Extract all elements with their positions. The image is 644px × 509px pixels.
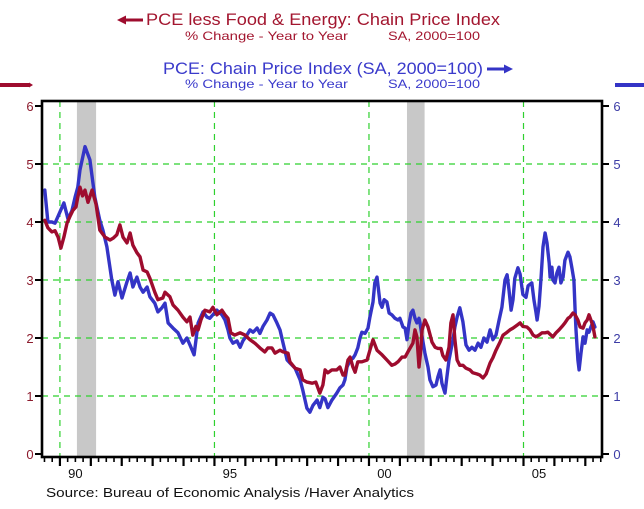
core-legend-subtitle-left: % Change - Year to Year [185, 29, 348, 43]
series-lines [43, 144, 597, 414]
y-tick-label-left: 0 [26, 447, 33, 462]
y-tick-label-left: 4 [26, 215, 33, 230]
right-axis-marker-bar [615, 83, 644, 87]
left-axis-marker-tip [29, 82, 33, 88]
source-note: Source: Bureau of Economic Analysis /Hav… [46, 485, 415, 500]
y-tick-label-left: 2 [26, 331, 33, 346]
y-tick-label-right: 1 [613, 389, 620, 404]
left-axis-marker-icon [0, 82, 33, 88]
left-axis-marker-bar [0, 83, 29, 87]
series-line-core [43, 185, 597, 395]
y-tick-label-left: 5 [26, 157, 33, 172]
core-legend-subtitle-right: SA, 2000=100 [388, 29, 480, 43]
recession-band [406, 101, 425, 457]
y-tick-label-right: 2 [613, 331, 620, 346]
y-tick-label-right: 6 [613, 99, 620, 114]
gridlines [42, 101, 602, 457]
x-tick-label: 00 [377, 466, 391, 481]
y-tick-label-left: 1 [26, 389, 33, 404]
y-tick-label-right: 5 [613, 157, 620, 172]
right-axis-marker-icon [615, 83, 644, 87]
headline-legend-subtitle-left: % Change - Year to Year [185, 77, 348, 91]
y-tick-label-right: 0 [613, 447, 620, 462]
axis-tick-labels: 0 01 12 23 34 45 56 690 95 00 05 [26, 99, 620, 481]
headline-legend-title: PCE: Chain Price Index (SA, 2000=100) [163, 59, 483, 78]
x-tick-label: 95 [223, 466, 237, 481]
arrow-left-head [117, 15, 126, 25]
x-tick-label: 05 [532, 466, 546, 481]
core-legend-title: PCE less Food & Energy: Chain Price Inde… [146, 10, 501, 29]
arrow-right-icon [487, 64, 513, 74]
headline-legend-subtitle-right: SA, 2000=100 [388, 77, 480, 91]
legend-core: PCE less Food & Energy: Chain Price Inde… [117, 10, 501, 43]
y-tick-label-right: 3 [613, 273, 620, 288]
y-tick-label-right: 4 [613, 215, 620, 230]
y-tick-label-left: 3 [26, 273, 33, 288]
arrow-right-head [504, 64, 513, 74]
axis-ticks [35, 105, 609, 466]
legend-headline: PCE: Chain Price Index (SA, 2000=100) % … [163, 59, 513, 91]
arrow-left-icon [117, 15, 143, 25]
y-tick-label-left: 6 [26, 99, 33, 114]
x-tick-label: 90 [68, 466, 82, 481]
series-line-headline [43, 144, 597, 414]
